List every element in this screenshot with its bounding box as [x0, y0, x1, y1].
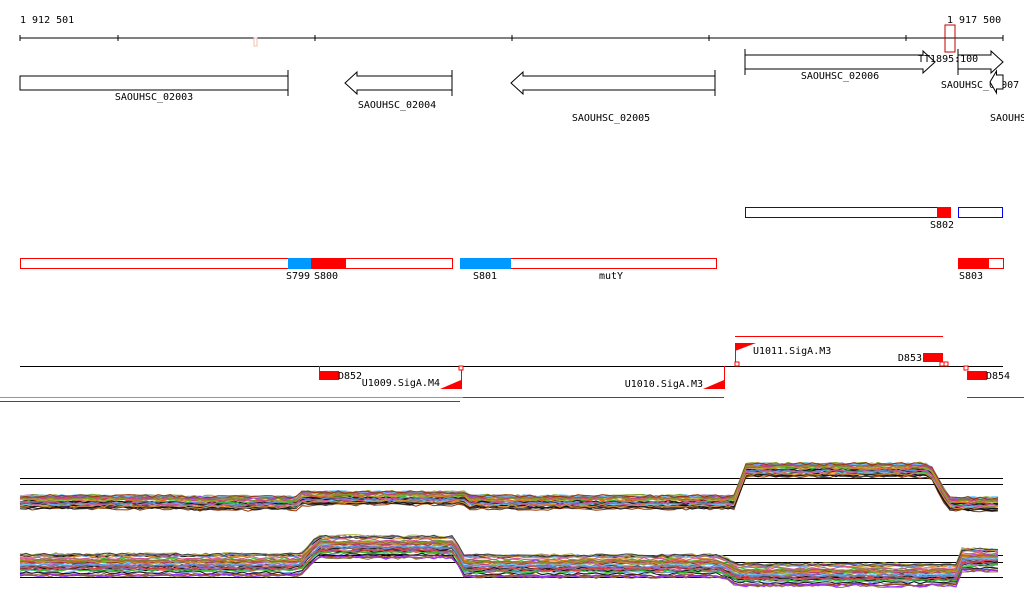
coordinate-ruler: 1 912 501 1 917 500: [19, 15, 1004, 47]
tu-d854[interactable]: [967, 371, 987, 380]
terminator-marker[interactable]: [944, 24, 956, 53]
segment-label: S802: [930, 220, 954, 231]
tu-label: U1009.SigA.M4: [362, 378, 440, 389]
gene-shape[interactable]: [19, 75, 289, 91]
tu-d853[interactable]: [923, 353, 943, 362]
expression-trace: [19, 546, 999, 579]
gene-track: SAOUHSC_02003 SAOUHSC_02004 SAOUHSC_02005 S…: [19, 49, 1024, 124]
expression-trace: [19, 464, 999, 503]
promoter-site: [458, 365, 464, 371]
tu-label: U1011.SigA.M3: [753, 346, 831, 357]
segment-box[interactable]: [958, 207, 1003, 218]
gene-shape[interactable]: [744, 49, 936, 75]
segment-fill[interactable]: [311, 258, 346, 269]
expression-trace: [19, 550, 999, 583]
segment-label: mutY: [599, 271, 623, 282]
gene-label: SAOUHSC_02007: [941, 80, 1019, 91]
promoter-flag-icon: [735, 343, 756, 351]
gene-shape[interactable]: [344, 70, 453, 96]
expression-trace: [19, 465, 999, 504]
expression-trace: [19, 534, 999, 567]
promoter-icon: [440, 380, 461, 389]
terminator[interactable]: TT1895:100: [918, 24, 978, 65]
gene-label: SAOUHSC_0200: [990, 113, 1024, 124]
terminator-site: [943, 361, 949, 367]
expression-trace: [19, 538, 999, 570]
segment-label: S803: [959, 271, 983, 282]
segment-box[interactable]: [745, 207, 951, 218]
segment-label: S801: [473, 271, 497, 282]
tu-label: U1010.SigA.M3: [625, 379, 703, 390]
gene-label: SAOUHSC_02004: [358, 100, 436, 111]
segment-fill[interactable]: [288, 258, 311, 269]
terminator-site: [939, 361, 945, 367]
expression-trace: [19, 540, 999, 573]
gene-saouhsc_02006[interactable]: SAOUHSC_02006: [744, 49, 936, 82]
gene-saouhsc_02005[interactable]: SAOUHSC_02005: [510, 70, 716, 124]
gene-saouhsc_02003[interactable]: SAOUHSC_02003: [19, 70, 289, 103]
expression-trace: [19, 548, 999, 581]
expression-profiles: [19, 461, 1003, 588]
tu-d852[interactable]: [319, 371, 339, 380]
segment-tracks: S802 S799 S800 S801 mutY S803: [20, 207, 1004, 282]
gene-shape[interactable]: [989, 69, 1004, 95]
gene-saouhsc_0200[interactable]: SAOUHSC_0200: [989, 69, 1024, 124]
gene-saouhsc_02007[interactable]: SAOUHSC_02007: [941, 49, 1019, 91]
ruler-start-label: 1 912 501: [20, 15, 74, 26]
gene-shape[interactable]: [957, 49, 1004, 75]
segment-label: S800: [314, 271, 338, 282]
gene-label: SAOUHSC_02006: [801, 71, 879, 82]
segment-box[interactable]: [20, 258, 453, 269]
gene-label: SAOUHSC_02003: [115, 92, 193, 103]
expression-trace: [19, 545, 998, 578]
expression-trace: [19, 555, 999, 588]
gene-label: SAOUHSC_02005: [572, 113, 650, 124]
segment-label: S799: [286, 271, 310, 282]
tu-label: D854: [986, 371, 1010, 382]
segment-fill[interactable]: [460, 258, 511, 269]
gene-saouhsc_02004[interactable]: SAOUHSC_02004: [344, 70, 453, 111]
promoter-icon: [703, 380, 724, 389]
terminator-label: TT1895:100: [918, 54, 978, 65]
position-marker: [253, 37, 258, 47]
expression-trace: [19, 543, 999, 576]
gene-shape[interactable]: [510, 70, 716, 96]
tu-label: D853: [898, 353, 922, 364]
segment-fill[interactable]: [958, 258, 989, 269]
expression-trace: [19, 472, 999, 510]
expression-trace: [19, 462, 999, 500]
promoter-site: [734, 361, 740, 367]
expression-trace: [19, 468, 999, 507]
tu-label: D852: [338, 371, 362, 382]
ruler-end-label: 1 917 500: [947, 15, 1001, 26]
terminator-site: [963, 365, 969, 371]
segment-s802[interactable]: [937, 207, 951, 218]
